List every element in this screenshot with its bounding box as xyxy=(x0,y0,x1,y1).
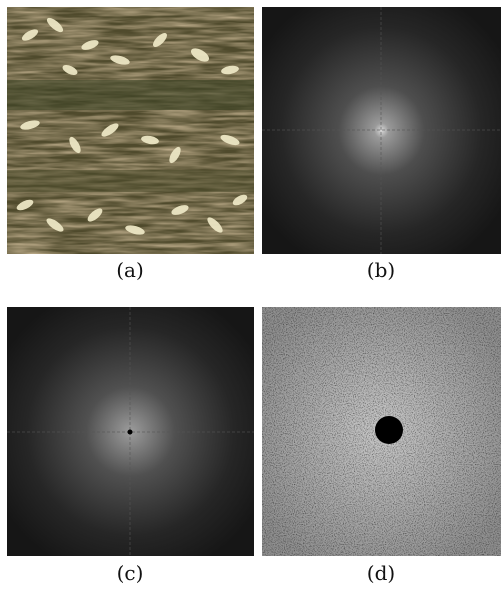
caption: (a) xyxy=(116,258,144,282)
panel-c-image xyxy=(7,307,254,556)
figure: (a) (b) (c) (d) xyxy=(0,0,503,587)
panel-d-image xyxy=(262,307,501,556)
caption: (d) xyxy=(367,561,395,585)
panel-b-image xyxy=(262,7,501,254)
caption: (c) xyxy=(117,561,144,585)
caption: (b) xyxy=(367,258,395,282)
panel-a-image xyxy=(7,7,254,254)
